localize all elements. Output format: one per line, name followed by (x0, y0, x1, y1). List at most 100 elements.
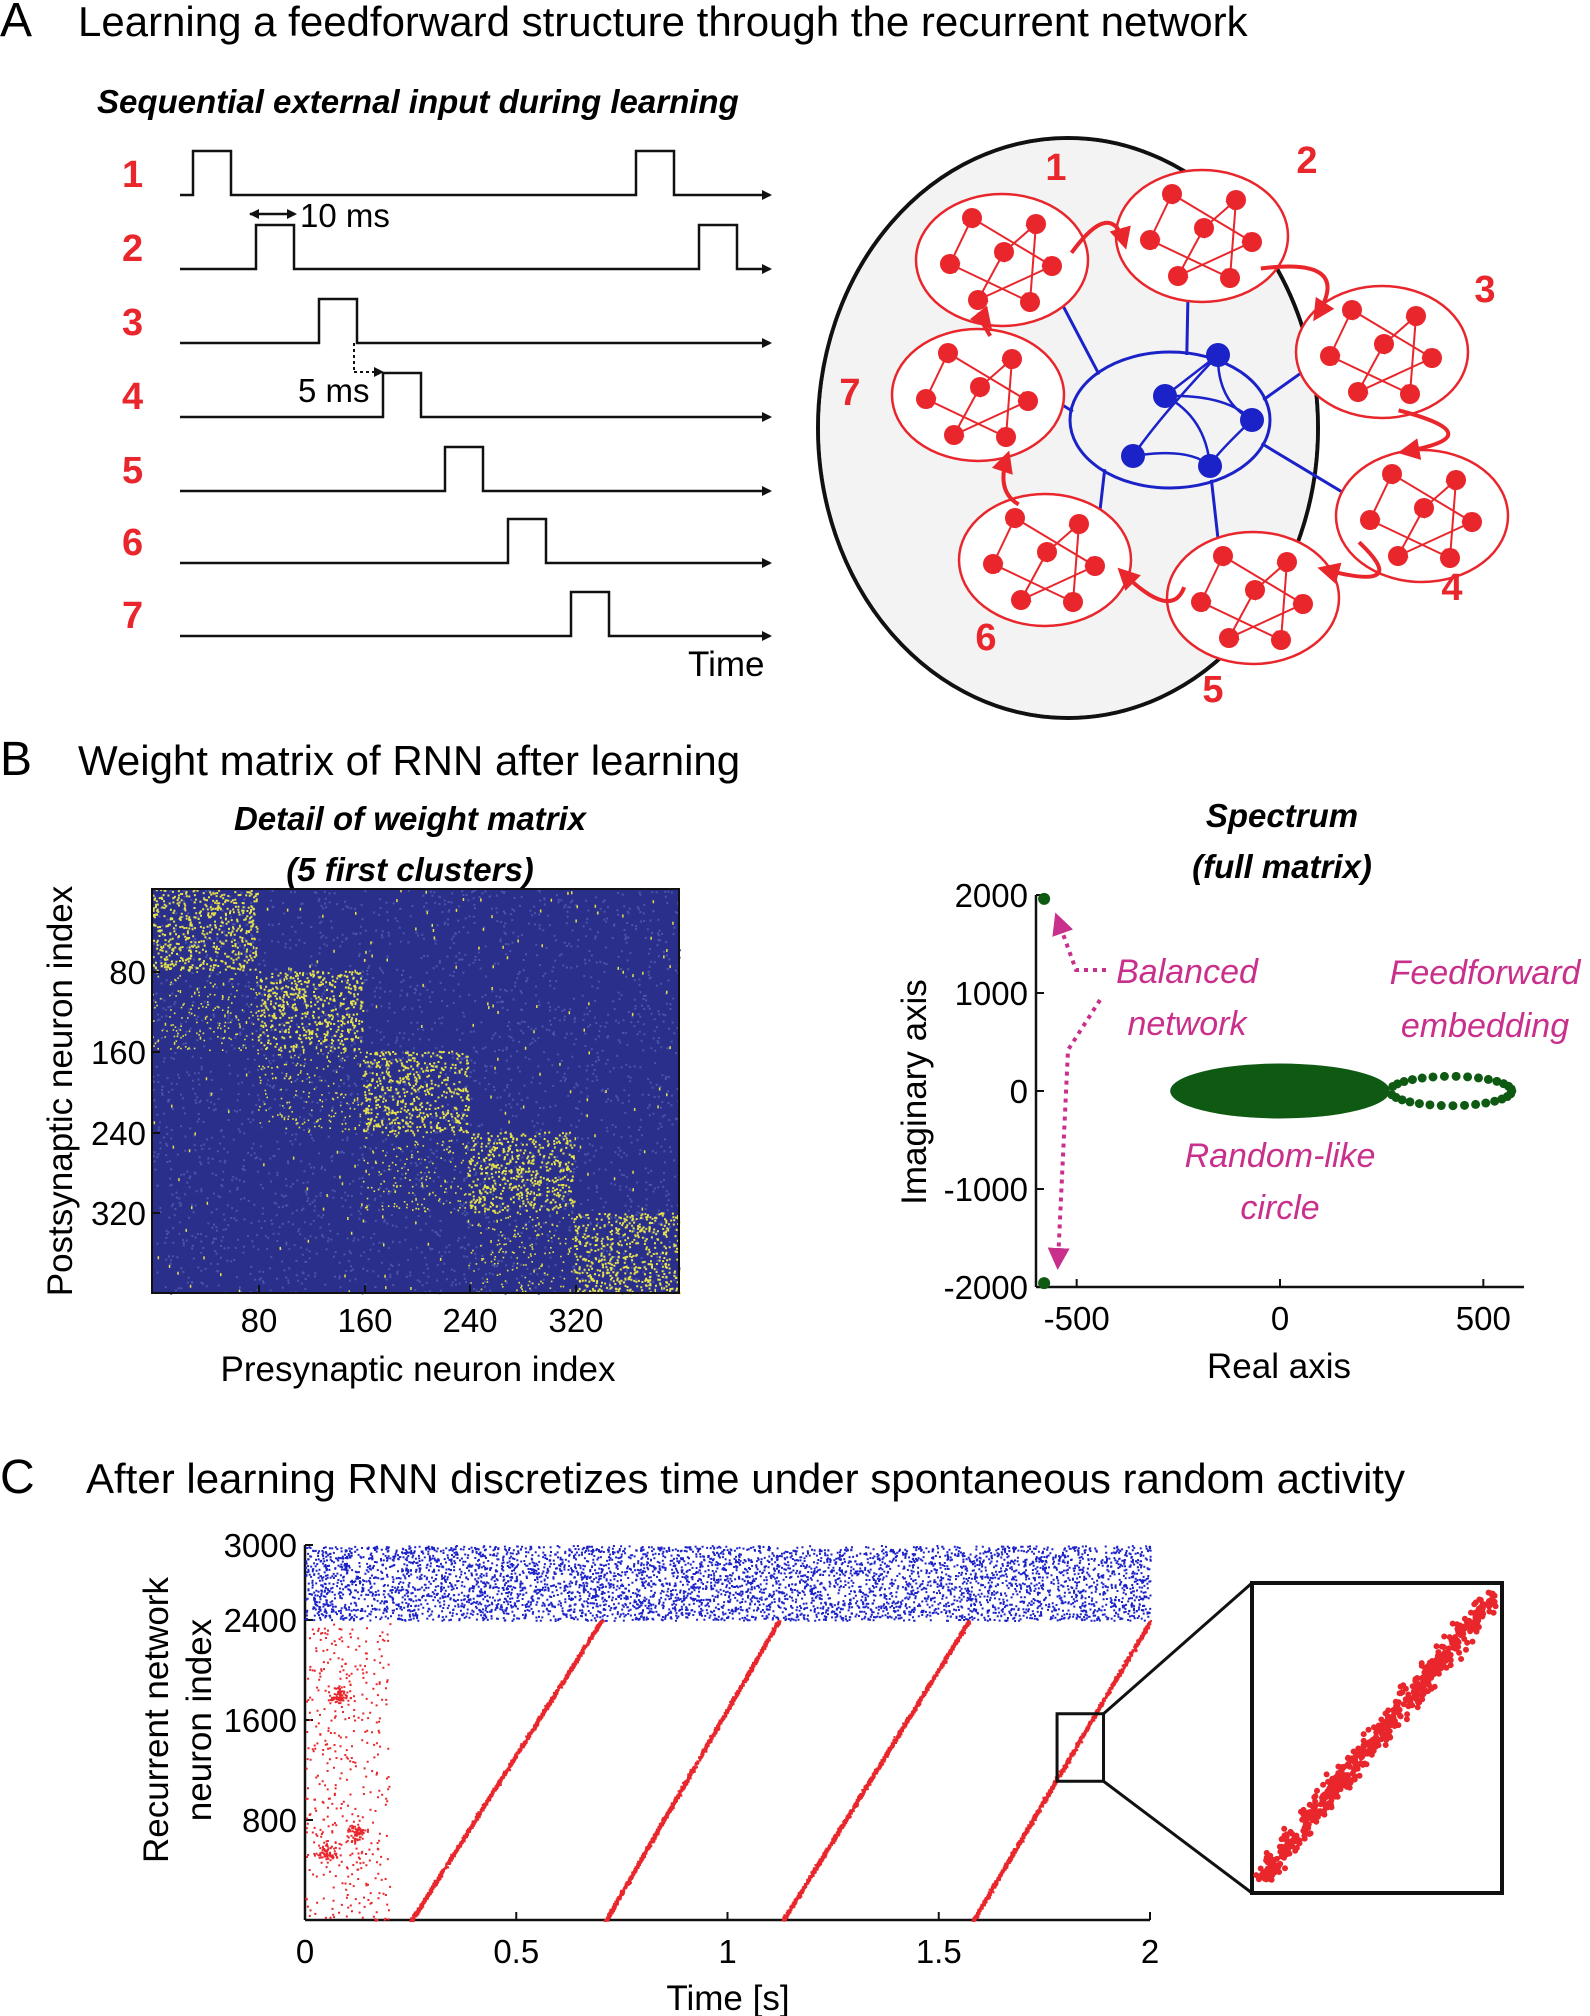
excitatory-neuron (1440, 548, 1460, 568)
cluster-synapse (1275, 561, 1288, 643)
cluster-synapse (1367, 518, 1451, 559)
annotation-random-line2: circle (1240, 1189, 1319, 1227)
pulse-train-6 (180, 517, 772, 568)
channel-label-5: 5 (122, 450, 143, 492)
cluster-synapse (923, 397, 1007, 438)
raster-xlabel: Time [s] (666, 1979, 789, 2016)
inhibitory-neuron (1206, 343, 1230, 367)
ff-eigenvalue (1471, 1099, 1481, 1109)
excitatory-neuron (1042, 256, 1062, 276)
inhibitory-neuron (1153, 384, 1177, 408)
raster-xtick-label: 2 (1141, 1933, 1159, 1970)
spectrum-ytick-label: 0 (1010, 1073, 1028, 1110)
inhibition-line (1262, 369, 1305, 402)
excitatory-neuron (1374, 334, 1394, 354)
channel-label-3: 3 (122, 302, 143, 344)
gap-label: 5 ms (298, 372, 370, 409)
cluster-synapse (1067, 523, 1080, 605)
excitatory-neuron (1219, 628, 1239, 648)
cluster-label-4: 4 (1441, 567, 1462, 609)
network-boundary (816, 136, 1320, 720)
spectrum-ylabel: Imaginary axis (895, 979, 934, 1205)
excitatory-neuron (1414, 498, 1434, 518)
matrix-xtick-label: 240 (442, 1302, 497, 1339)
excitatory-neuron (1388, 546, 1408, 566)
cluster-synapse (1351, 309, 1435, 360)
excitatory-neuron (1242, 232, 1262, 252)
ff-eigenvalue (1460, 1100, 1470, 1110)
excitatory-neuron (962, 208, 982, 228)
excitatory-neuron (1342, 300, 1362, 320)
inhibition-line (1260, 442, 1347, 496)
spectrum-ytick-label: 2000 (955, 877, 1028, 914)
excitatory-neuron (1320, 346, 1340, 366)
time-label: Time (688, 645, 764, 684)
cluster-synapse (1444, 479, 1457, 561)
matrix-ytick-label: 80 (109, 954, 146, 991)
cluster-synapse (971, 217, 1055, 268)
cluster-synapse (1000, 358, 1013, 440)
cluster-label-7: 7 (839, 372, 860, 414)
raster-ylabel-line1: Recurrent network (137, 1577, 176, 1863)
excitatory-neuron (1382, 464, 1402, 484)
matrix-heading-line1: Detail of weight matrix (234, 800, 588, 837)
spectrum-plot: 2000 1000 0 -1000 -2000 -500 0 500 (944, 877, 1524, 1337)
inhibition-line (1185, 297, 1190, 356)
excitatory-neuron (970, 377, 990, 397)
annotation-ff-line1: Feedforward (1390, 954, 1582, 992)
pulse-train-2 (180, 223, 772, 274)
matrix-ytick-label: 240 (91, 1115, 146, 1152)
excitatory-neuron (1069, 514, 1089, 534)
input-pulse-trains: 1 2 3 4 5 6 7 (122, 149, 772, 641)
channel-label-1: 1 (122, 154, 143, 196)
excitatory-neuron (1406, 306, 1426, 326)
ff-eigenvalue (1492, 1076, 1502, 1086)
ff-eigenvalue (1497, 1094, 1507, 1104)
matrix-xtick-label: 80 (241, 1302, 278, 1339)
excitatory-neuron (1213, 546, 1233, 566)
raster-ytick-label: 800 (242, 1802, 297, 1839)
excitatory-neuron (983, 554, 1003, 574)
cluster-synapse (1147, 238, 1231, 279)
matrix-sparks (152, 889, 681, 1295)
excitatory-neuron (1348, 382, 1368, 402)
cluster-synapse (947, 352, 1031, 403)
feedforward-arrow (1260, 264, 1335, 322)
raster-xtick-label: 1 (718, 1933, 736, 1970)
excitatory-neuron (968, 290, 988, 310)
excitatory-neuron (1462, 512, 1482, 532)
matrix-heading-line2: (5 first clusters) (286, 851, 534, 888)
excitatory-neuron (994, 242, 1014, 262)
annotation-balanced-line2: network (1127, 1005, 1248, 1043)
cluster-label-5: 5 (1202, 669, 1223, 711)
excitatory-neuron (1002, 349, 1022, 369)
inhibition-line (1209, 479, 1220, 542)
ff-eigenvalue (1399, 1077, 1409, 1087)
panel-b-letter: B (0, 733, 32, 786)
cluster-synapse (1014, 517, 1098, 568)
cluster-synapse (1171, 193, 1255, 244)
channel-label-2: 2 (122, 228, 143, 270)
feedforward-arrow (969, 305, 993, 337)
excitatory-neuron (938, 343, 958, 363)
excitatory-neuron (940, 254, 960, 274)
excitatory-neuron (1226, 190, 1246, 210)
spectrum-xlabel: Real axis (1207, 1347, 1351, 1386)
matrix-ticks: 80 80 160 160 240 240 320 320 (91, 954, 604, 1339)
cluster-1: 1 (914, 147, 1090, 328)
arrow-to-top-outlier (1052, 912, 1106, 972)
ff-eigenvalue (1473, 1073, 1483, 1083)
matrix-xtick-label: 320 (548, 1302, 603, 1339)
ff-eigenvalue (1448, 1101, 1458, 1111)
inhibitory-ring (1068, 350, 1272, 490)
ff-eigenvalue (1436, 1101, 1446, 1111)
excitatory-neuron (1020, 292, 1040, 312)
cluster-4: 4 (1334, 448, 1510, 609)
excitatory-neuron (1220, 268, 1240, 288)
cluster-synapse (1395, 521, 1473, 558)
excitatory-neuron (1194, 218, 1214, 238)
channel-label-6: 6 (122, 522, 143, 564)
cluster-synapse (990, 562, 1074, 603)
excitatory-neuron (916, 389, 936, 409)
raster-ytick-label: 3000 (224, 1527, 297, 1564)
